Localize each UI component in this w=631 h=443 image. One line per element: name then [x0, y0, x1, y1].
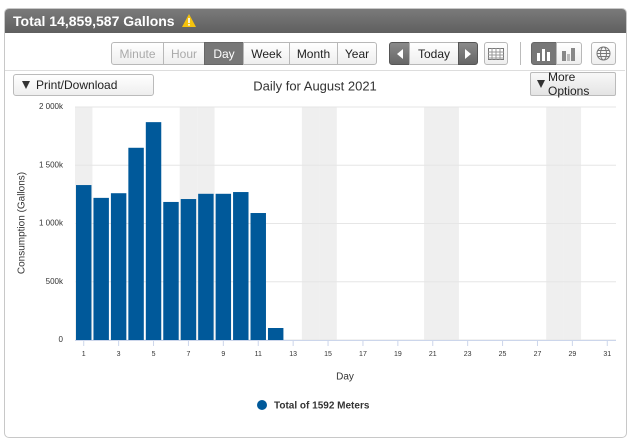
compare-chart-button[interactable]	[556, 42, 582, 65]
x-tick-label: 9	[221, 351, 225, 358]
y-axis-label: Consumption (Gallons)	[17, 172, 28, 274]
warning-icon	[182, 14, 196, 27]
bar-chart-icon	[537, 48, 550, 61]
bar	[145, 122, 162, 341]
map-button[interactable]	[591, 42, 616, 65]
x-tick-label: 31	[603, 351, 611, 358]
more-options-button[interactable]: More Options	[530, 70, 616, 98]
dropdown-icon	[22, 81, 30, 89]
panel: Total 14,859,587 Gallons	[4, 8, 627, 438]
interval-button[interactable]: Week	[243, 42, 290, 65]
y-tick-label: 1 000k	[39, 219, 64, 228]
calendar-button[interactable]	[484, 42, 508, 65]
interval-button[interactable]: Year	[337, 42, 377, 65]
divider	[5, 70, 625, 71]
x-tick-label: 11	[255, 351, 262, 358]
header-title: Total 14,859,587 Gallons	[13, 13, 175, 29]
bar	[215, 193, 232, 340]
bar	[93, 197, 109, 340]
bar	[110, 193, 127, 340]
bar-chart-button[interactable]	[531, 42, 557, 65]
next-button[interactable]	[458, 42, 478, 65]
separator	[520, 42, 521, 65]
x-tick-label: 7	[186, 351, 190, 358]
more-options-label: More Options	[548, 70, 590, 98]
bar	[128, 147, 144, 340]
y-tick-label: 0	[59, 335, 64, 344]
today-button[interactable]: Today	[409, 42, 459, 65]
header: Total 14,859,587 Gallons	[5, 9, 626, 33]
interval-button[interactable]: Day	[204, 42, 244, 65]
calendar-icon	[488, 47, 504, 60]
previous-button[interactable]	[389, 42, 410, 65]
dropdown-icon	[537, 80, 545, 88]
x-tick-label: 3	[117, 351, 121, 358]
bar	[233, 192, 249, 340]
x-tick-label: 17	[359, 351, 367, 358]
y-tick-label: 1 500k	[39, 160, 64, 169]
interval-button[interactable]: Hour	[163, 42, 205, 65]
bar	[267, 328, 284, 340]
x-tick-label: 5	[152, 351, 156, 358]
legend-marker	[257, 400, 267, 410]
x-tick-label: 19	[394, 351, 402, 358]
bar	[163, 201, 179, 340]
x-tick-label: 1	[82, 351, 86, 358]
x-axis-label: Day	[336, 372, 354, 383]
y-tick-label: 2 000k	[39, 102, 64, 111]
x-tick-label: 15	[324, 351, 332, 358]
bar	[250, 213, 266, 340]
print-download-label: Print/Download	[36, 78, 118, 92]
arrow-right-icon	[465, 48, 471, 59]
y-tick-label: 500k	[46, 277, 64, 286]
x-tick-label: 21	[429, 351, 437, 358]
legend-label: Total of 1592 Meters	[274, 401, 370, 412]
bar	[180, 199, 197, 340]
x-tick-label: 25	[499, 351, 507, 358]
interval-button[interactable]: Month	[289, 42, 338, 65]
arrow-left-icon	[396, 48, 403, 59]
interval-button[interactable]: Minute	[111, 42, 164, 65]
x-tick-label: 29	[568, 351, 576, 358]
x-tick-label: 13	[289, 351, 297, 358]
compare-chart-icon	[562, 47, 575, 61]
bar	[76, 185, 92, 340]
globe-icon	[596, 46, 611, 61]
bar	[198, 193, 214, 340]
x-tick-label: 27	[534, 351, 542, 358]
chart-title: Daily for August 2021	[253, 78, 377, 93]
x-tick-label: 23	[464, 351, 472, 358]
print-download-button[interactable]: Print/Download	[13, 74, 154, 96]
